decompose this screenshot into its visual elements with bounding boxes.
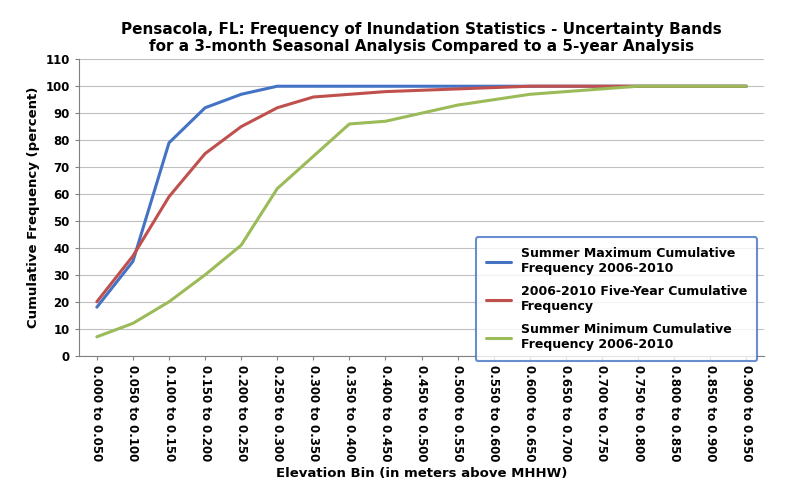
Summer Minimum Cumulative
Frequency 2006-2010 — [705, 83, 715, 89]
Summer Maximum Cumulative
Frequency 2006-2010 — [670, 83, 679, 89]
Summer Maximum Cumulative
Frequency 2006-2010 — [742, 83, 751, 89]
Summer Maximum Cumulative
Frequency 2006-2010 — [344, 83, 354, 89]
Summer Maximum Cumulative
Frequency 2006-2010 — [273, 83, 282, 89]
Summer Maximum Cumulative
Frequency 2006-2010 — [705, 83, 715, 89]
Y-axis label: Cumulative Frequency (percent): Cumulative Frequency (percent) — [27, 87, 40, 328]
2006-2010 Five-Year Cumulative
Frequency — [453, 86, 463, 92]
Summer Minimum Cumulative
Frequency 2006-2010 — [634, 83, 643, 89]
Summer Maximum Cumulative
Frequency 2006-2010 — [236, 91, 246, 97]
Summer Minimum Cumulative
Frequency 2006-2010 — [381, 118, 390, 124]
Summer Minimum Cumulative
Frequency 2006-2010 — [417, 110, 426, 116]
Summer Minimum Cumulative
Frequency 2006-2010 — [200, 272, 210, 278]
Summer Maximum Cumulative
Frequency 2006-2010 — [164, 140, 173, 146]
Summer Minimum Cumulative
Frequency 2006-2010 — [273, 186, 282, 192]
Summer Maximum Cumulative
Frequency 2006-2010 — [453, 83, 463, 89]
Summer Minimum Cumulative
Frequency 2006-2010 — [742, 83, 751, 89]
2006-2010 Five-Year Cumulative
Frequency — [344, 91, 354, 97]
Summer Minimum Cumulative
Frequency 2006-2010 — [453, 102, 463, 108]
Summer Maximum Cumulative
Frequency 2006-2010 — [489, 83, 499, 89]
X-axis label: Elevation Bin (in meters above MHHW): Elevation Bin (in meters above MHHW) — [276, 467, 567, 480]
2006-2010 Five-Year Cumulative
Frequency — [489, 84, 499, 90]
Title: Pensacola, FL: Frequency of Inundation Statistics - Uncertainty Bands
for a 3-mo: Pensacola, FL: Frequency of Inundation S… — [121, 22, 722, 54]
2006-2010 Five-Year Cumulative
Frequency — [742, 83, 751, 89]
Summer Minimum Cumulative
Frequency 2006-2010 — [670, 83, 679, 89]
Summer Maximum Cumulative
Frequency 2006-2010 — [92, 304, 102, 310]
Summer Minimum Cumulative
Frequency 2006-2010 — [597, 86, 607, 92]
Summer Maximum Cumulative
Frequency 2006-2010 — [525, 83, 534, 89]
Summer Minimum Cumulative
Frequency 2006-2010 — [525, 91, 534, 97]
Summer Minimum Cumulative
Frequency 2006-2010 — [128, 321, 138, 327]
Summer Minimum Cumulative
Frequency 2006-2010 — [489, 97, 499, 103]
Summer Minimum Cumulative
Frequency 2006-2010 — [164, 299, 173, 305]
Summer Minimum Cumulative
Frequency 2006-2010 — [92, 334, 102, 340]
2006-2010 Five-Year Cumulative
Frequency — [164, 194, 173, 200]
Summer Minimum Cumulative
Frequency 2006-2010 — [561, 88, 571, 94]
Summer Maximum Cumulative
Frequency 2006-2010 — [381, 83, 390, 89]
2006-2010 Five-Year Cumulative
Frequency — [128, 253, 138, 259]
2006-2010 Five-Year Cumulative
Frequency — [92, 299, 102, 305]
2006-2010 Five-Year Cumulative
Frequency — [561, 83, 571, 89]
2006-2010 Five-Year Cumulative
Frequency — [200, 151, 210, 157]
2006-2010 Five-Year Cumulative
Frequency — [705, 83, 715, 89]
Line: Summer Maximum Cumulative
Frequency 2006-2010: Summer Maximum Cumulative Frequency 2006… — [97, 86, 746, 307]
2006-2010 Five-Year Cumulative
Frequency — [597, 83, 607, 89]
Summer Minimum Cumulative
Frequency 2006-2010 — [344, 121, 354, 127]
2006-2010 Five-Year Cumulative
Frequency — [670, 83, 679, 89]
Summer Maximum Cumulative
Frequency 2006-2010 — [200, 105, 210, 111]
Summer Maximum Cumulative
Frequency 2006-2010 — [597, 83, 607, 89]
Summer Maximum Cumulative
Frequency 2006-2010 — [417, 83, 426, 89]
Line: Summer Minimum Cumulative
Frequency 2006-2010: Summer Minimum Cumulative Frequency 2006… — [97, 86, 746, 337]
2006-2010 Five-Year Cumulative
Frequency — [525, 83, 534, 89]
Legend: Summer Maximum Cumulative
Frequency 2006-2010, 2006-2010 Five-Year Cumulative
Fr: Summer Maximum Cumulative Frequency 2006… — [476, 238, 757, 362]
2006-2010 Five-Year Cumulative
Frequency — [634, 83, 643, 89]
Summer Maximum Cumulative
Frequency 2006-2010 — [128, 258, 138, 264]
2006-2010 Five-Year Cumulative
Frequency — [381, 88, 390, 94]
Summer Maximum Cumulative
Frequency 2006-2010 — [634, 83, 643, 89]
Line: 2006-2010 Five-Year Cumulative
Frequency: 2006-2010 Five-Year Cumulative Frequency — [97, 86, 746, 302]
Summer Maximum Cumulative
Frequency 2006-2010 — [561, 83, 571, 89]
2006-2010 Five-Year Cumulative
Frequency — [417, 87, 426, 93]
Summer Minimum Cumulative
Frequency 2006-2010 — [236, 242, 246, 248]
Summer Minimum Cumulative
Frequency 2006-2010 — [309, 153, 318, 159]
2006-2010 Five-Year Cumulative
Frequency — [273, 105, 282, 111]
2006-2010 Five-Year Cumulative
Frequency — [309, 94, 318, 100]
Summer Maximum Cumulative
Frequency 2006-2010 — [309, 83, 318, 89]
2006-2010 Five-Year Cumulative
Frequency — [236, 124, 246, 129]
